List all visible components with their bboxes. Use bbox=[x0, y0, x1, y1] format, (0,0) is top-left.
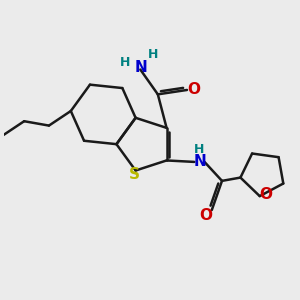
Text: O: O bbox=[187, 82, 200, 98]
Text: H: H bbox=[194, 143, 205, 156]
Text: O: O bbox=[200, 208, 212, 223]
Text: S: S bbox=[129, 167, 140, 182]
Text: O: O bbox=[260, 187, 273, 202]
Text: H: H bbox=[120, 56, 130, 69]
Text: N: N bbox=[193, 154, 206, 169]
Text: H: H bbox=[148, 48, 158, 61]
Text: N: N bbox=[134, 60, 147, 75]
